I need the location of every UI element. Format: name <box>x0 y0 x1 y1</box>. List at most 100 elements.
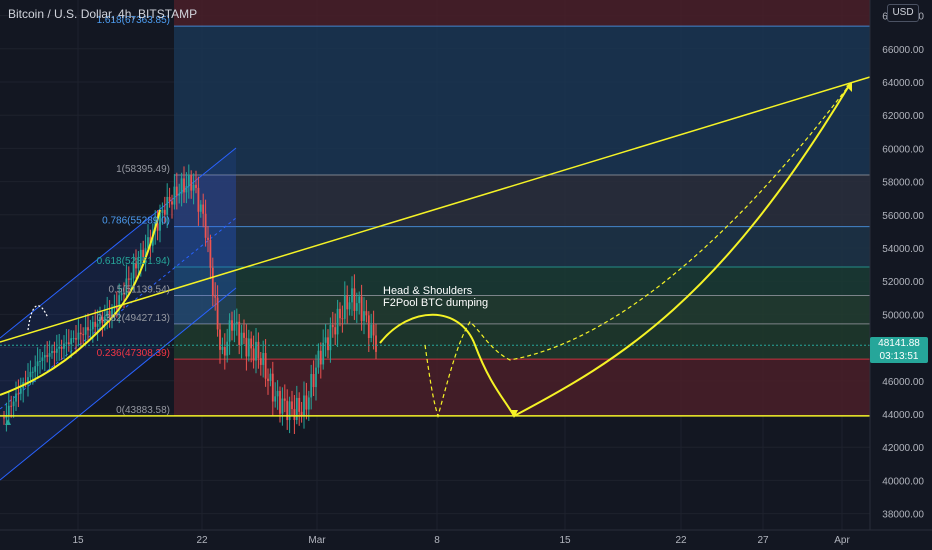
candle-body <box>315 367 317 388</box>
candle-body <box>111 308 113 318</box>
candle-body <box>283 398 286 401</box>
candle-body <box>255 341 257 361</box>
channel-lower-line <box>0 287 237 481</box>
candle-body <box>139 249 142 264</box>
candle-body <box>75 338 77 340</box>
fib-label: 1.618(67363.85) <box>97 15 170 26</box>
candle-body <box>147 237 149 249</box>
time-tick-label: Apr <box>834 535 850 546</box>
candle-body <box>291 401 293 410</box>
time-tick-label: 22 <box>675 535 687 546</box>
price-tick-label: 50000.00 <box>882 310 924 321</box>
price-tick-label: 66000.00 <box>882 45 924 56</box>
fib-zone <box>174 323 870 360</box>
candle-body <box>60 346 63 349</box>
candle-body <box>168 196 171 202</box>
candle-body <box>53 350 56 353</box>
candle-body <box>180 178 183 194</box>
candle-body <box>132 263 135 279</box>
price-tick-label: 38000.00 <box>882 510 924 521</box>
fib-zone <box>174 359 870 416</box>
price-tick-label: 56000.00 <box>882 211 924 222</box>
candle-body <box>183 178 185 193</box>
candle-body <box>360 296 363 321</box>
candle-body <box>370 324 373 338</box>
candle-body <box>27 377 29 383</box>
candle-body <box>163 209 166 215</box>
time-tick-label: Mar <box>308 535 326 546</box>
candle-body <box>39 360 41 362</box>
time-tick-label: 27 <box>757 535 769 546</box>
candle-body <box>245 337 248 357</box>
candle-body <box>209 239 212 268</box>
candle-body <box>115 305 118 310</box>
candle-body <box>10 405 13 407</box>
candle-body <box>173 186 176 205</box>
candle-body <box>197 187 200 212</box>
candle-body <box>355 303 358 311</box>
candle-body <box>171 201 173 205</box>
candle-body <box>48 353 51 357</box>
candle-body <box>108 311 111 318</box>
candle-body <box>24 382 27 384</box>
price-tick-label: 64000.00 <box>882 78 924 89</box>
candle-body <box>348 302 351 310</box>
candle-body <box>346 295 349 310</box>
candle-body <box>72 338 75 340</box>
candle-body <box>367 315 370 338</box>
candle-body <box>187 175 190 187</box>
candle-body <box>305 395 308 410</box>
candle-body <box>339 308 341 319</box>
candle-body <box>125 278 128 295</box>
candle-body <box>46 355 49 357</box>
candle-body <box>101 316 104 323</box>
candle-body <box>51 350 53 354</box>
candle-body <box>312 374 315 388</box>
candle-body <box>36 361 39 367</box>
candle-body <box>99 316 101 324</box>
candle-body <box>372 324 375 336</box>
candle-body <box>269 373 272 382</box>
candle-body <box>55 348 58 353</box>
candle-body <box>221 347 224 350</box>
ascending-trendline <box>0 76 871 343</box>
candle-body <box>135 263 137 269</box>
price-tick-label: 52000.00 <box>882 277 924 288</box>
currency-button[interactable]: USD <box>887 4 919 22</box>
candle-body <box>264 353 267 379</box>
rally-path <box>0 209 161 396</box>
candle-body <box>192 184 195 191</box>
candle-body <box>190 175 193 191</box>
candle-body <box>223 347 226 356</box>
candle-body <box>300 411 303 416</box>
candle-body <box>91 321 94 330</box>
fib-label: 0.382(49427.13) <box>97 313 170 324</box>
price-tick-label: 62000.00 <box>882 111 924 122</box>
note-annotation: F2Pool BTC dumping <box>383 297 488 309</box>
candle-body <box>240 332 243 346</box>
candle-body <box>322 342 325 365</box>
candle-body <box>307 397 310 410</box>
candle-body <box>324 337 327 343</box>
candle-body <box>137 263 140 269</box>
candle-body <box>178 193 181 196</box>
candle-body <box>358 296 361 304</box>
candle-body <box>7 405 10 416</box>
chart-title: Bitcoin / U.S. Dollar, 4h, BITSTAMP <box>8 7 198 21</box>
candle-body <box>202 204 205 214</box>
candle-body <box>211 267 214 297</box>
candle-body <box>103 316 106 323</box>
candle-body <box>247 338 250 357</box>
candle-body <box>87 327 89 331</box>
candle-body <box>118 295 121 310</box>
candle-body <box>43 355 46 358</box>
candle-body <box>94 321 97 327</box>
candle-body <box>331 324 334 328</box>
candle-body <box>327 337 329 351</box>
candle-body <box>3 417 5 419</box>
price-tick-label: 54000.00 <box>882 244 924 255</box>
candle-body <box>319 350 322 365</box>
candle-body <box>15 393 17 402</box>
candle-body <box>79 332 82 335</box>
